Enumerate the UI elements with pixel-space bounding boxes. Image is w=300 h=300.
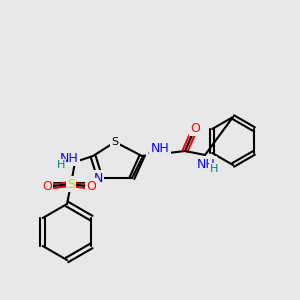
Text: NH: NH	[196, 158, 215, 170]
Text: O: O	[86, 179, 96, 193]
Text: NH: NH	[151, 142, 169, 155]
Text: N: N	[93, 172, 103, 184]
Text: O: O	[190, 122, 200, 134]
Text: S: S	[111, 137, 118, 147]
Text: =: =	[76, 178, 86, 191]
Text: CH₃: CH₃	[147, 149, 168, 159]
Text: H: H	[210, 164, 218, 174]
Text: H: H	[57, 160, 65, 170]
Text: S: S	[67, 178, 75, 190]
Text: =: =	[52, 178, 62, 191]
Text: NH: NH	[60, 152, 78, 164]
Text: O: O	[42, 179, 52, 193]
